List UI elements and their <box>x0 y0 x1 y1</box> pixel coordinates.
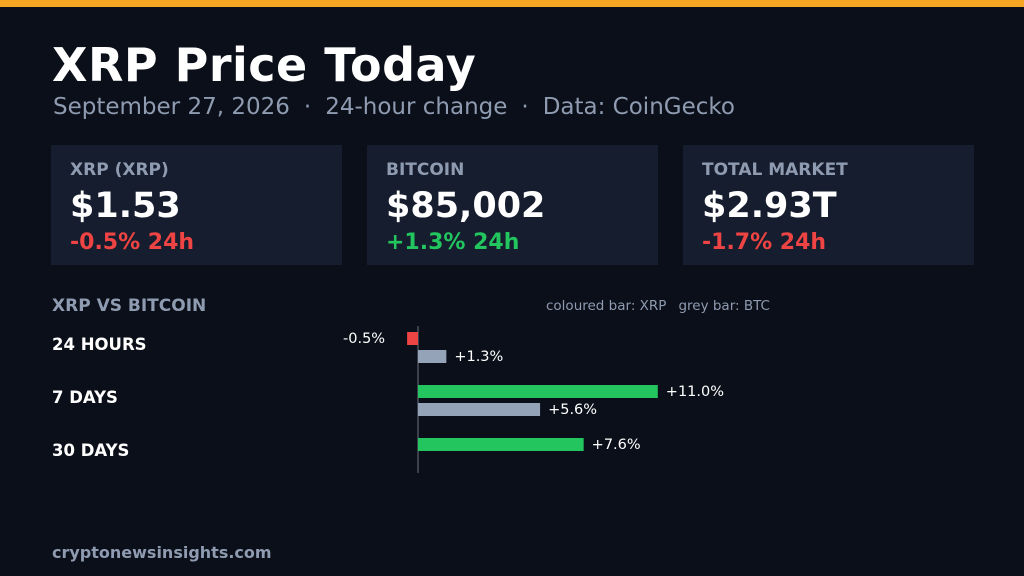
card-total-market: TOTAL MARKET $2.93T -1.7% 24h <box>683 145 974 265</box>
card-value: $85,002 <box>386 186 546 226</box>
page-title: XRP Price Today <box>52 38 477 92</box>
subtitle-separator: · <box>521 94 529 120</box>
card-change: -1.7% 24h <box>702 230 827 255</box>
card-bitcoin: BITCOIN $85,002 +1.3% 24h <box>367 145 658 265</box>
data-label: +1.3% <box>454 349 503 365</box>
card-value: $2.93T <box>702 186 837 226</box>
category-label: 30 DAYS <box>52 441 129 460</box>
btc-bar <box>418 403 541 416</box>
data-label: +11.0% <box>666 384 724 400</box>
subtitle-separator: · <box>303 94 312 120</box>
category-label: 24 HOURS <box>52 335 147 354</box>
card-label: XRP (XRP) <box>70 160 169 180</box>
card-label: BITCOIN <box>386 160 465 180</box>
comparison-title: XRP VS BITCOIN <box>52 296 207 316</box>
card-xrp: XRP (XRP) $1.53 -0.5% 24h <box>51 145 342 265</box>
xrp-bar <box>407 332 418 345</box>
chart-legend: coloured bar: XRP grey bar: BTC <box>546 298 770 314</box>
data-label: +7.6% <box>592 437 641 453</box>
subtitle-change: 24-hour change <box>325 94 508 120</box>
card-label: TOTAL MARKET <box>702 160 848 180</box>
card-change: +1.3% 24h <box>386 230 520 255</box>
data-label: +5.6% <box>548 402 597 418</box>
page-subtitle: September 27, 2026 · 24-hour change · Data: … <box>53 94 735 120</box>
subtitle-source: Data: CoinGecko <box>542 94 735 120</box>
legend-btc: grey bar: BTC <box>678 298 770 314</box>
data-label: -0.5% <box>343 331 385 347</box>
card-value: $1.53 <box>70 186 181 226</box>
accent-top-bar <box>0 0 1024 7</box>
card-change: -0.5% 24h <box>70 230 195 255</box>
subtitle-date: September 27, 2026 <box>53 94 290 120</box>
footer-site: cryptonewsinsights.com <box>52 543 272 562</box>
xrp-bar <box>418 385 658 398</box>
category-label: 7 DAYS <box>52 388 118 407</box>
legend-xrp: coloured bar: XRP <box>546 298 667 314</box>
xrp-bar <box>418 438 584 451</box>
btc-bar <box>418 350 447 363</box>
